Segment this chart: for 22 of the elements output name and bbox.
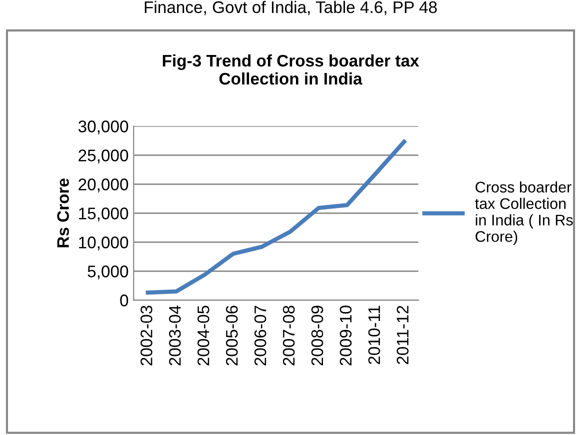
x-tick-label: 2006-07	[254, 306, 266, 366]
x-tick-label: 2010-11	[368, 306, 380, 364]
x-tick-label: 2002-03	[140, 306, 152, 366]
text: Finance, Govt of India, Table 4.6, PP 48	[144, 0, 437, 16]
chart-title: Fig-3 Trend of Cross boarder tax Collection in India	[162, 54, 420, 85]
y-tick-label: 5,000	[88, 266, 128, 280]
y-tick-label: 30,000	[78, 120, 128, 134]
x-tick-label: 2005-06	[226, 306, 238, 366]
legend-label: Cross boarder tax Collection in India ( In Rs Crore)	[475, 181, 573, 245]
x-tick-label: 2011-12	[396, 306, 409, 364]
y-tick-label: 15,000	[79, 208, 128, 222]
y-axis-title: Rs Crore	[57, 178, 69, 248]
x-tick-label: 2009-10	[340, 306, 352, 366]
x-tick-label: 2004-05	[197, 306, 210, 366]
y-tick-label: 10,000	[79, 236, 128, 250]
x-tick-label: 2003-04	[169, 305, 181, 366]
line-series	[146, 140, 406, 295]
y-tick-label: 0	[120, 294, 128, 306]
x-tick-label: 2008-09	[311, 306, 324, 366]
y-tick-label: 20,000	[78, 178, 128, 192]
y-tick-label: 25,000	[78, 150, 128, 164]
x-tick-label: 2007-08	[282, 306, 295, 366]
